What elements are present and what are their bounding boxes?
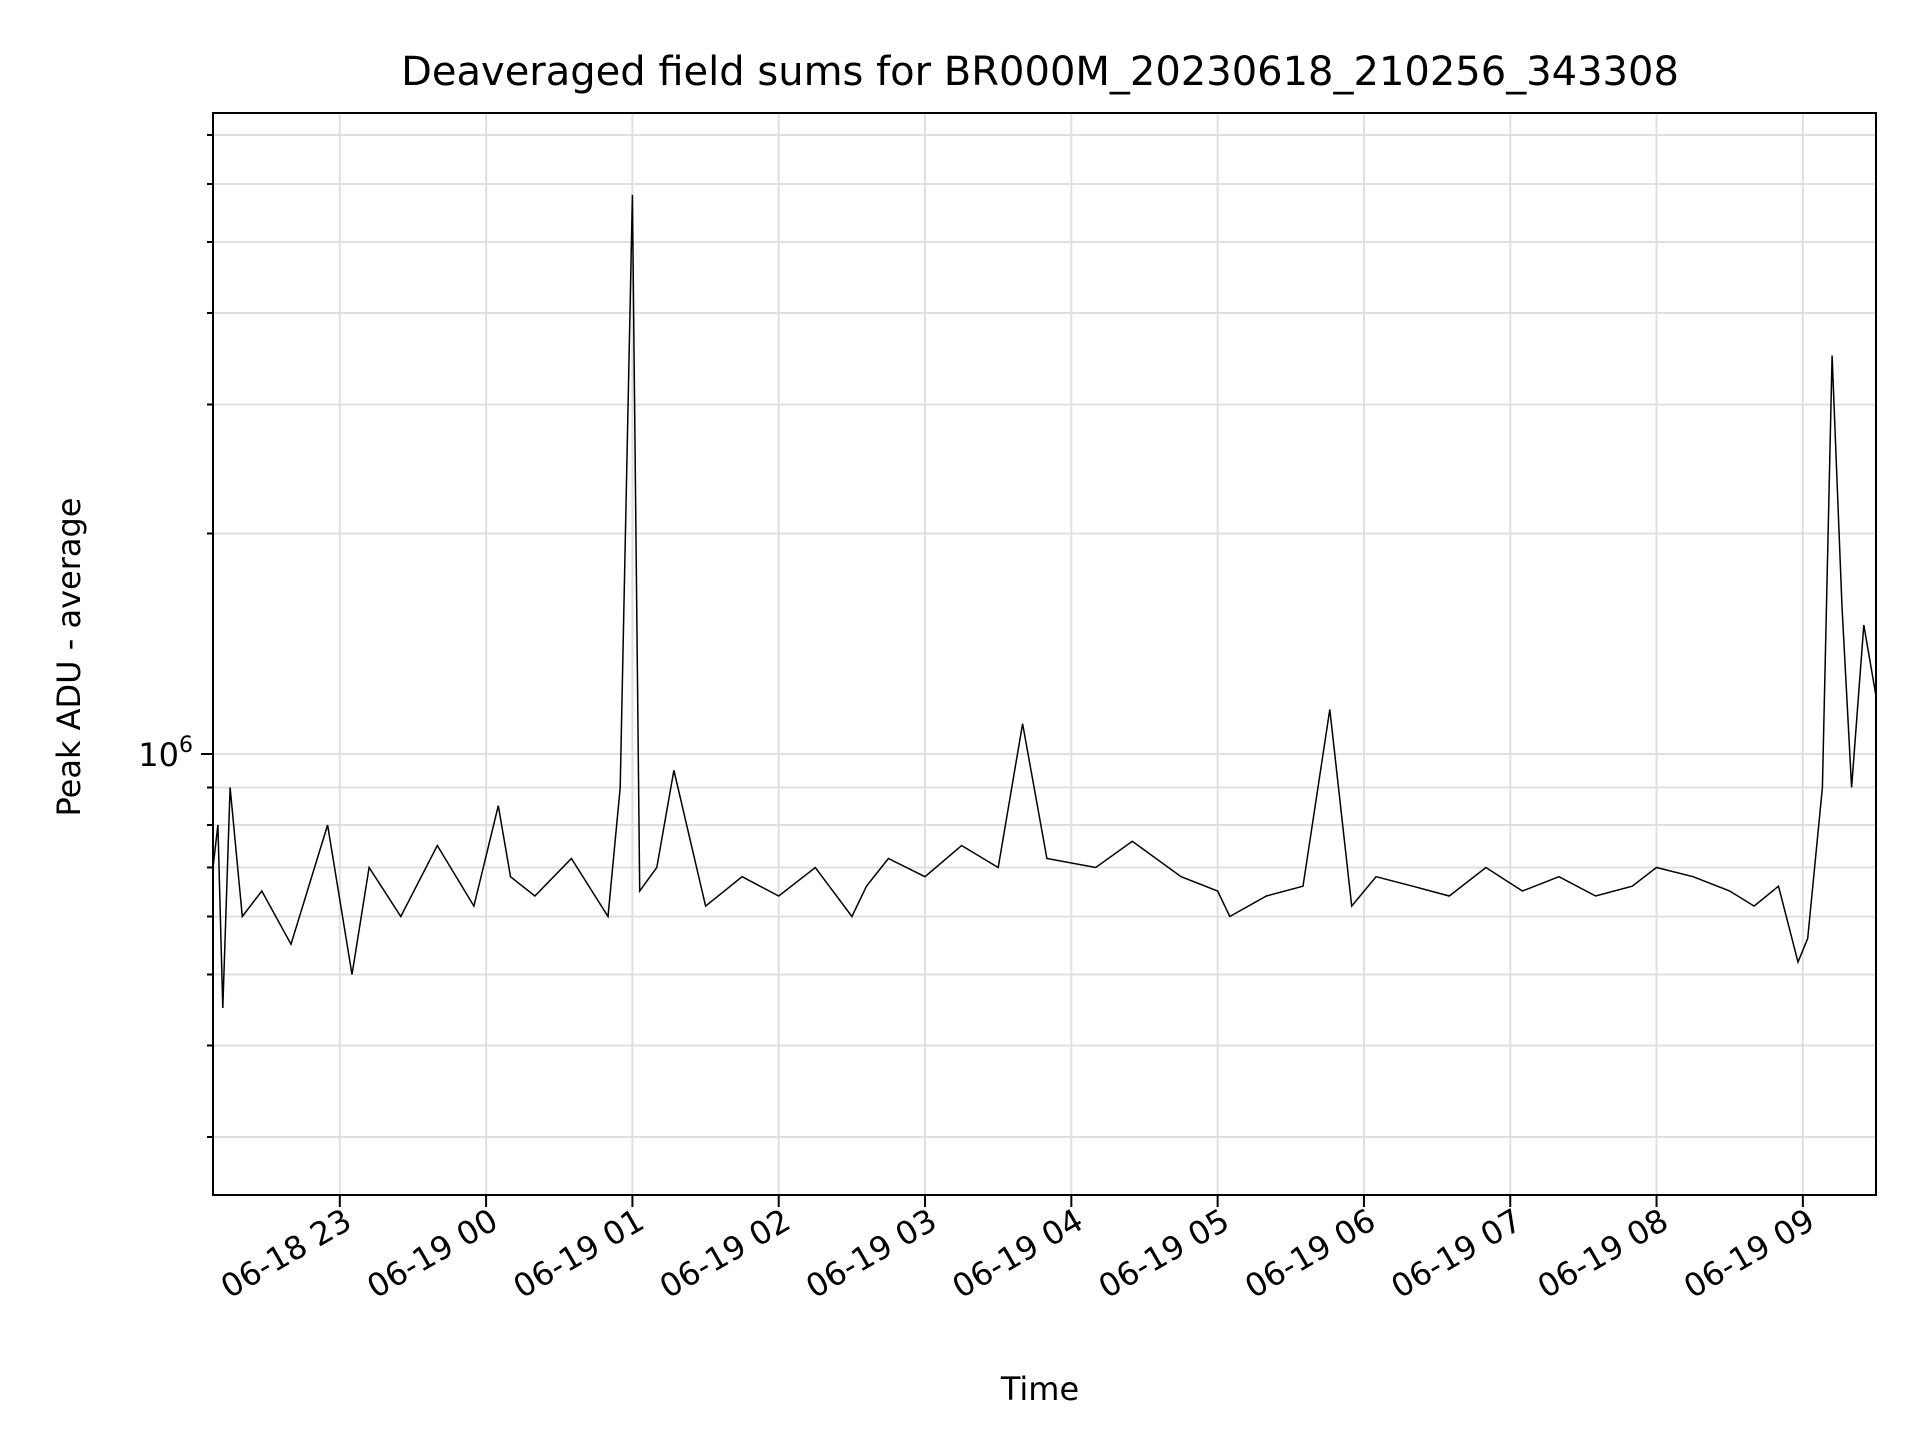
y-tick-exponent: 6 — [179, 733, 193, 758]
y-tick-label: 106 — [138, 733, 193, 774]
plot-line-group — [212, 194, 1877, 1009]
y-axis: 106 — [138, 133, 213, 1138]
y-tick-base: 10 — [138, 736, 179, 774]
y-axis-label: Peak ADU - average — [50, 498, 88, 817]
chart-title: Deaveraged field sums for BR000M_2023061… — [401, 49, 1679, 95]
plot-frame — [212, 112, 1877, 1196]
series-line — [212, 194, 1877, 1009]
grid — [213, 113, 1876, 1195]
x-axis-label: Time — [1000, 1370, 1079, 1408]
